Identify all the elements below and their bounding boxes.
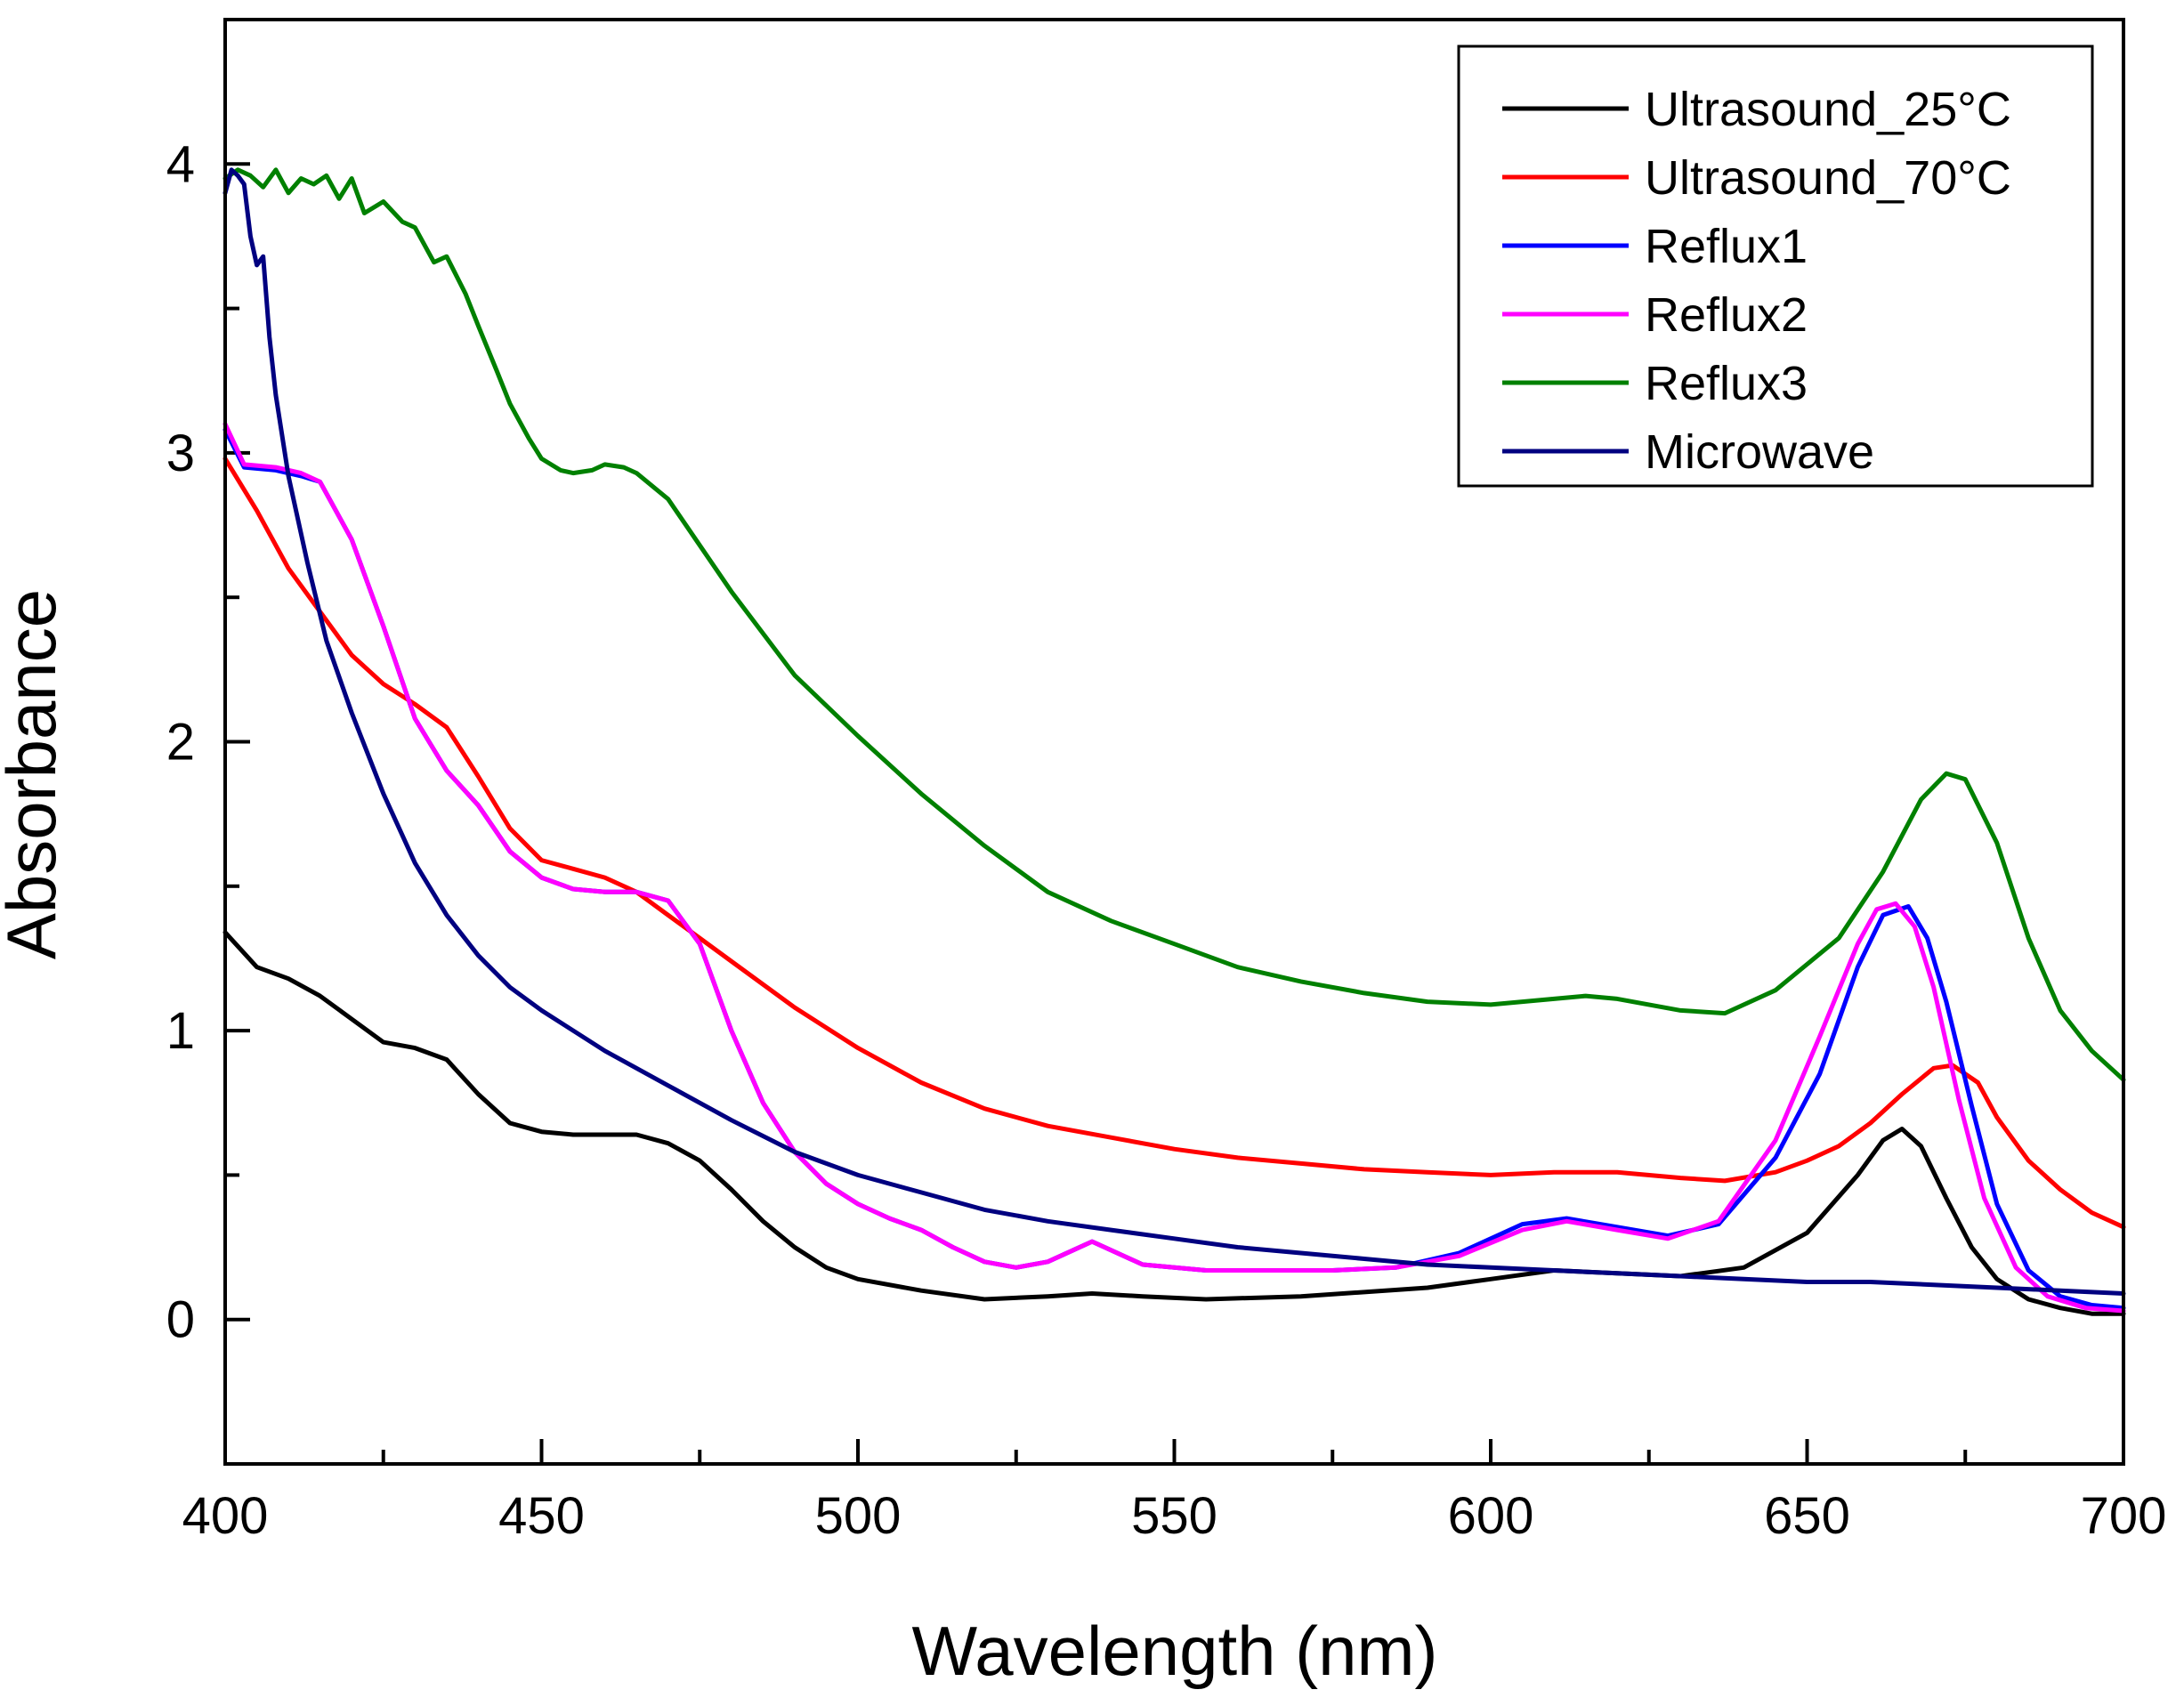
legend-label: Reflux3: [1645, 357, 1808, 410]
series-line-reflux2: [222, 421, 2126, 1314]
series-line-reflux1: [222, 427, 2126, 1311]
legend-box: [1457, 44, 2094, 488]
x-axis-title: Wavelength (nm): [912, 1612, 1438, 1690]
series-line-ultrasound-25-c: [222, 930, 2126, 1316]
series-line-reflux3: [222, 167, 2126, 1082]
legend-label: Reflux1: [1645, 220, 1808, 273]
plot-frame: [223, 18, 2125, 1466]
x-tick-label: 500: [815, 1487, 902, 1545]
legend-label: Ultrasound_25°C: [1645, 83, 2011, 136]
legend: Ultrasound_25°C Ultrasound_70°C Reflux1 Ref…: [1457, 44, 2094, 488]
y-tick-label: 2: [166, 714, 195, 772]
legend-label: Reflux2: [1645, 288, 1808, 342]
y-tick-label: 1: [166, 1002, 195, 1060]
y-tick-label: 3: [166, 424, 195, 482]
x-tick-label: 400: [182, 1487, 269, 1545]
x-tick-label: 650: [1764, 1487, 1850, 1545]
legend-items: Ultrasound_25°C Ultrasound_70°C Reflux1 Ref…: [1502, 83, 2011, 479]
y-tick-labels: 0 1 2 3 4: [166, 135, 195, 1348]
x-tick-labels: 400 450 500 550 600 650 700: [182, 1487, 2167, 1545]
legend-label: Microwave: [1645, 425, 1874, 479]
y-tick-label: 4: [166, 135, 195, 193]
series-line-microwave: [222, 167, 2126, 1296]
y-tick-label: 0: [166, 1291, 195, 1349]
legend-label: Ultrasound_70°C: [1645, 151, 2011, 205]
x-tick-label: 550: [1131, 1487, 1217, 1545]
y-axis-title: Absorbance: [0, 589, 70, 959]
x-tick-label: 600: [1448, 1487, 1534, 1545]
plot-series: [222, 167, 2126, 1316]
x-tick-label: 450: [498, 1487, 585, 1545]
x-tick-label: 700: [2081, 1487, 2167, 1545]
series-line-ultrasound-70-c: [222, 456, 2126, 1230]
